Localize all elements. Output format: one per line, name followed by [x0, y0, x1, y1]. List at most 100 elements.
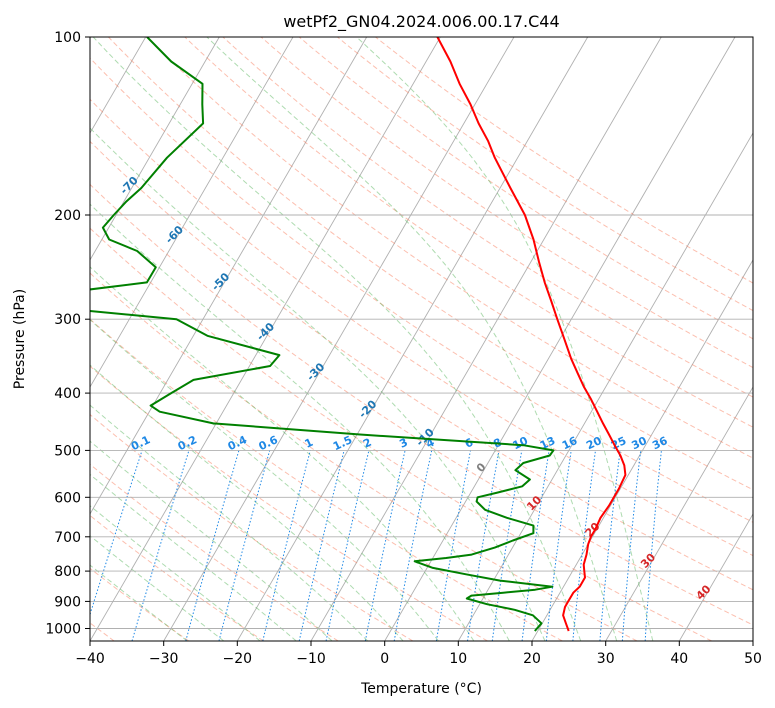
isotherm-line [163, 37, 515, 641]
mixing-ratio-line [262, 450, 311, 641]
isotherm-line [90, 37, 220, 261]
x-tick-label: −30 [149, 651, 179, 667]
y-tick-label: 600 [54, 490, 81, 506]
y-axis: 100 200 300 400 500 600 700 800 900 1000 [45, 30, 90, 638]
moist-adiabat-line [90, 364, 404, 641]
dry-adiabat-line [146, 37, 753, 459]
isotherm-label: -90 [21, 86, 44, 109]
y-tick-label: 300 [54, 312, 81, 328]
dry-adiabat-line [260, 37, 753, 369]
mixing-ratio-line [621, 450, 642, 641]
isotherm-line [90, 37, 368, 515]
moist-adiabat-line [90, 127, 546, 641]
mixing-ratio-line [572, 450, 596, 641]
y-tick-label: 200 [54, 208, 81, 224]
moist-adiabat-line [90, 564, 188, 641]
x-tick-label: 40 [670, 651, 688, 667]
isotherm-line [384, 37, 736, 641]
dry-adiabat-line [90, 318, 563, 641]
mixing-ratio-label: 10 [511, 434, 531, 452]
mixing-ratio-label: 30 [630, 434, 650, 452]
dry-adiabat-line [90, 463, 339, 641]
mixing-ratio-line [393, 450, 433, 641]
x-axis: −40 −30 −20 −10 0 10 20 30 40 50 [75, 641, 762, 667]
x-tick-label: 50 [744, 651, 762, 667]
y-tick-label: 700 [54, 530, 81, 546]
dry-adiabat-line [90, 413, 414, 641]
dry-adiabat-line [375, 37, 753, 284]
dry-adiabat-line [90, 227, 712, 641]
chart-title: wetPf2_GN04.2024.006.00.17.C44 [283, 12, 559, 32]
isotherm-label: 0 [474, 460, 489, 475]
background-lines [0, 37, 753, 641]
dry-adiabat-line [90, 140, 753, 591]
dry-adiabat-line [337, 37, 753, 312]
isotherm-label: 40 [694, 582, 714, 602]
y-tick-label: 1000 [45, 622, 81, 638]
dry-adiabat-line [90, 57, 753, 523]
isotherm-line [0, 37, 72, 641]
y-tick-label: 100 [54, 30, 81, 46]
mixing-ratio-label: 20 [584, 434, 604, 452]
mixing-ratio-label: 1 [303, 436, 315, 451]
dry-adiabat-line [90, 365, 488, 641]
dry-adiabat-line [90, 98, 753, 557]
y-tick-label: 400 [54, 386, 81, 402]
mixing-ratio-line [325, 450, 370, 641]
profiles [90, 37, 627, 632]
line-labels: 0.10.20.40.611.52346810131620253036-100-… [21, 86, 714, 603]
isotherm-line [605, 386, 753, 641]
y-tick-label: 900 [54, 594, 81, 610]
x-tick-label: 10 [449, 651, 467, 667]
dry-adiabat-line [90, 272, 638, 641]
mixing-ratio-label: 6 [463, 436, 476, 451]
mixing-ratio-line [131, 450, 190, 641]
x-tick-label: −10 [296, 651, 326, 667]
isotherm-line [310, 37, 662, 641]
mixing-ratio-line [185, 450, 240, 641]
mixing-ratio-line [545, 450, 572, 641]
x-tick-label: −20 [223, 651, 253, 667]
isotherm-label: 10 [524, 493, 544, 513]
isotherm-label: 30 [638, 551, 658, 571]
mixing-ratio-label: 2 [361, 436, 373, 451]
mixing-ratio-line [644, 450, 662, 641]
moist-adiabat-line [90, 203, 510, 641]
isotherm-line [236, 37, 589, 641]
moist-adiabat-line [206, 37, 618, 641]
moist-adiabat-line [92, 37, 582, 641]
mixing-ratio-line [599, 450, 621, 641]
dry-adiabat-line [90, 183, 753, 626]
isotherm-line [90, 37, 441, 641]
x-tick-label: 20 [523, 651, 541, 667]
moist-adiabat-line [90, 505, 261, 641]
x-tick-label: 30 [597, 651, 615, 667]
mixing-ratio-label: 16 [560, 434, 580, 452]
mixing-ratio-label: 25 [609, 434, 628, 452]
dewpoint-profile-line [90, 37, 555, 632]
mixing-ratio-line [90, 450, 143, 617]
isotherm-line [457, 132, 753, 641]
mixing-ratio-label: 36 [650, 434, 670, 452]
temperature-profile-line [436, 37, 627, 632]
moist-adiabat-line [90, 440, 333, 641]
isotherm-line [752, 640, 753, 641]
pressure-gridlines [90, 37, 753, 629]
dry-adiabat-line [108, 37, 753, 491]
dry-adiabat-line [90, 514, 264, 641]
dry-adiabat-line [222, 37, 753, 398]
dry-adiabat-line [90, 567, 190, 641]
y-tick-label: 800 [54, 564, 81, 580]
moist-adiabat-line [90, 404, 368, 641]
moist-adiabat-line [90, 266, 475, 641]
mixing-ratio-line [467, 450, 500, 641]
moist-adiabat-line [90, 535, 225, 641]
isotherm-line [90, 37, 294, 388]
y-axis-title: Pressure (hPa) [12, 289, 28, 389]
dry-adiabat-line [184, 37, 753, 428]
isotherm-line [678, 513, 753, 641]
mixing-ratio-line [298, 450, 345, 641]
x-axis-title: Temperature (°C) [360, 681, 482, 697]
plot-frame [89, 36, 754, 642]
